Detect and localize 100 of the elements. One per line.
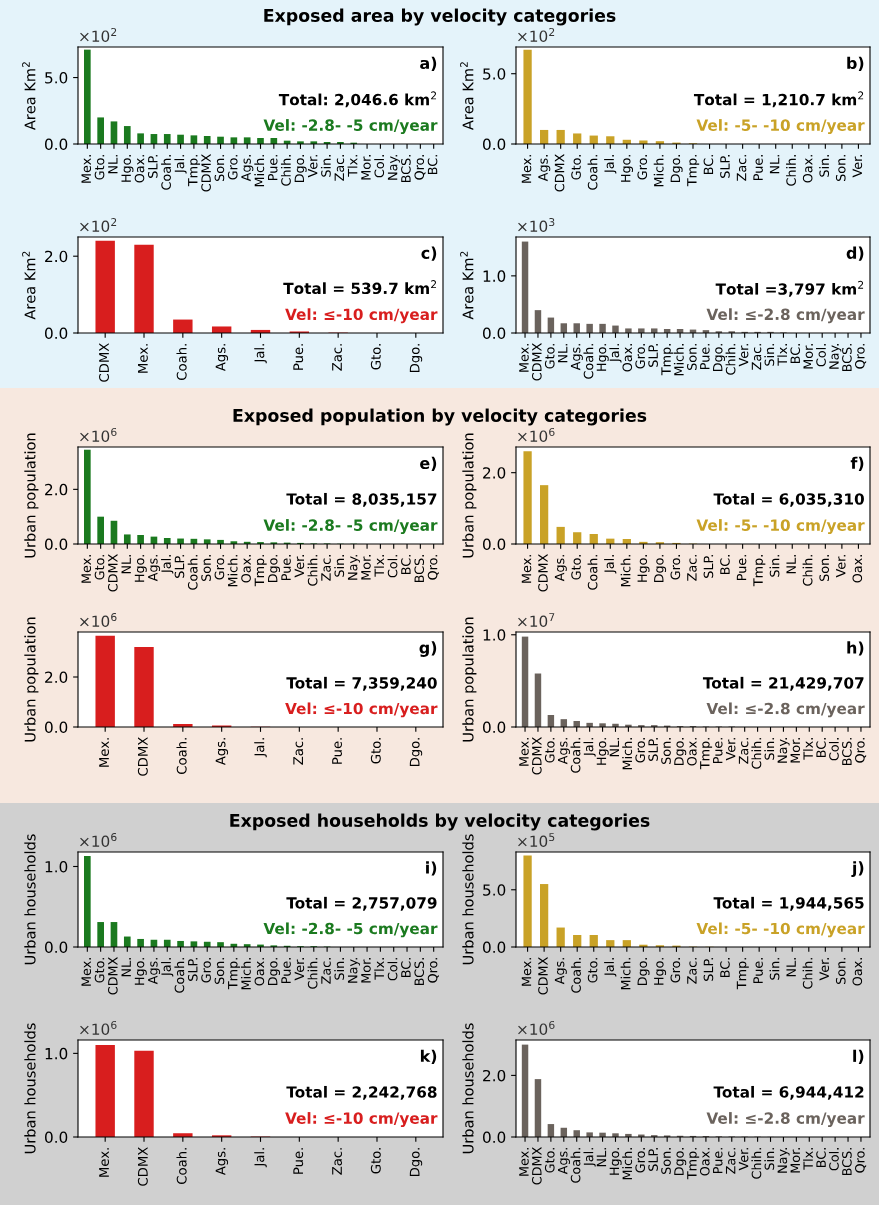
y-axis-title: Urban population [24,617,39,742]
text: ×10$^{2}$ [80,27,117,42]
annotation: Vel: ≤-2.8 cm/year [706,702,865,718]
x-tick-label: Pue. [736,555,747,580]
annotation: d) [846,246,864,261]
x-tick-label: Gto. [370,1148,381,1174]
y-tick-label: 5.0 [45,72,68,84]
x-tick-label: Sin. [819,155,830,177]
x-tick-label: NL. [121,958,131,977]
x-tick-label: Coah. [176,1148,187,1184]
y-tick-label: 1.0 [483,629,506,641]
annotation: Total = 2,757,079 [286,896,437,911]
x-tick-label: Ags. [148,555,161,582]
x-tick-label: Ver. [725,738,736,761]
x-tick-label: Son. [687,344,697,370]
x-tick-label: SLP. [174,555,185,578]
x-tick-label: Pue. [293,1148,304,1174]
x-tick-label: Pue. [753,155,763,180]
x-tick-label: CDMX [201,154,211,192]
text: ×10$^{5}$ [518,833,555,848]
x-tick-label: Ags. [215,738,229,766]
x-tick-label: Gto. [94,555,105,580]
x-tick-label: Mich. [673,344,684,376]
x-tick-label: Mex. [99,738,110,767]
x-tick-label: Dgo. [409,1148,423,1176]
x-tick-label: Qro. [855,344,867,369]
x-tick-label: Gro. [635,738,646,763]
y-tick-label: 0.0 [482,941,506,954]
x-tick-label: Mor. [361,155,371,180]
chart-title: Exposed area by velocity categories [264,8,616,26]
x-tick-label: BC. [816,1148,826,1167]
x-tick-label: Mor. [803,344,813,369]
x-tick-label: Col. [387,555,398,578]
x-tick-label: Sin. [764,1148,775,1170]
x-tick-label: CDMX [137,1147,148,1186]
x-tick-label: Ags. [554,555,567,582]
x-tick-label: Jal. [604,555,617,574]
x-tick-label: Dgo. [674,738,687,766]
x-tick-label: Pue. [268,155,278,180]
annotation: e) [420,456,437,471]
x-tick-label: Ver. [294,958,305,981]
x-tick-label: Pue. [281,958,291,983]
x-tick-label: Dgo. [674,1148,687,1176]
x-tick-label: Col. [828,738,839,761]
x-tick-label: CDMX [99,343,110,382]
annotation: f) [850,456,864,471]
y-tick-label: 5.0 [483,884,506,896]
x-tick-label: Chih. [307,958,318,989]
x-tick-label: SLP. [648,738,658,761]
x-tick-label: NL. [558,344,568,363]
chart-title: Exposed households by velocity categories [230,813,650,831]
x-tick-label: BC. [790,344,801,363]
x-tick-label: Mex. [81,155,92,183]
x-tick-label: Gto. [544,738,555,763]
x-tick-label: Ags. [558,1148,570,1175]
x-tick-label: Jal. [583,738,596,757]
x-tick-label: Dgo. [409,738,423,766]
x-tick-label: Zac. [321,958,331,984]
x-tick-label: Pue. [332,738,342,764]
x-tick-label: Jal. [604,155,617,174]
text: ×10$^{6}$ [518,427,555,442]
x-tick-label: Col. [816,344,826,367]
y-tick-label: 0.0 [44,721,68,734]
x-tick-label: Zac. [332,1148,342,1175]
x-tick-label: Mor. [361,555,371,580]
x-tick-label: Nay. [777,738,790,763]
annotation: Total = 8,035,157 [286,492,437,507]
x-tick-label: Gro. [670,958,681,983]
x-tick-label: Qro. [855,738,867,763]
x-tick-label: Gro. [635,344,646,369]
x-tick-label: Gro. [637,155,648,180]
x-tick-label: Son. [201,555,211,581]
x-tick-label: Coah. [176,738,187,774]
annotation: Vel: ≤-10 cm/year [285,308,438,324]
x-tick-label: Ags. [538,155,551,182]
x-tick-label: BC. [401,555,411,574]
x-tick-label: Coah. [161,155,171,190]
x-tick-label: Mich. [227,555,238,587]
text: ×10$^{6}$ [518,1020,555,1035]
x-tick-label: Coah. [571,958,581,993]
x-tick-label: SLP. [187,958,198,981]
annotation: Total = 6,944,412 [713,1085,864,1100]
x-tick-label: Gro. [635,1148,646,1173]
y-tick-label: 0.0 [44,327,68,340]
x-tick-label: Oax. [852,555,863,583]
annotation: Total = 1,210.7 km$^{2}$ [693,91,864,108]
x-tick-label: BC. [720,555,730,574]
text: ×10$^{6}$ [80,1020,117,1035]
x-tick-label: Sin. [769,555,780,577]
x-tick-label: BCS. [414,958,425,986]
x-tick-label: Qro. [414,155,426,180]
x-tick-label: Tmp. [687,1148,700,1180]
text: ×10$^{7}$ [518,613,555,628]
x-tick-label: Dgo. [294,155,307,183]
x-tick-label: Zac. [725,1148,736,1174]
y-axis-title: Area Km$^{2}$ [460,251,474,320]
y-axis-title: Urban households [24,1023,36,1154]
x-tick-label: NL. [596,1148,607,1167]
y-axis-title: Urban population [462,433,477,558]
annotation: j) [851,861,864,877]
